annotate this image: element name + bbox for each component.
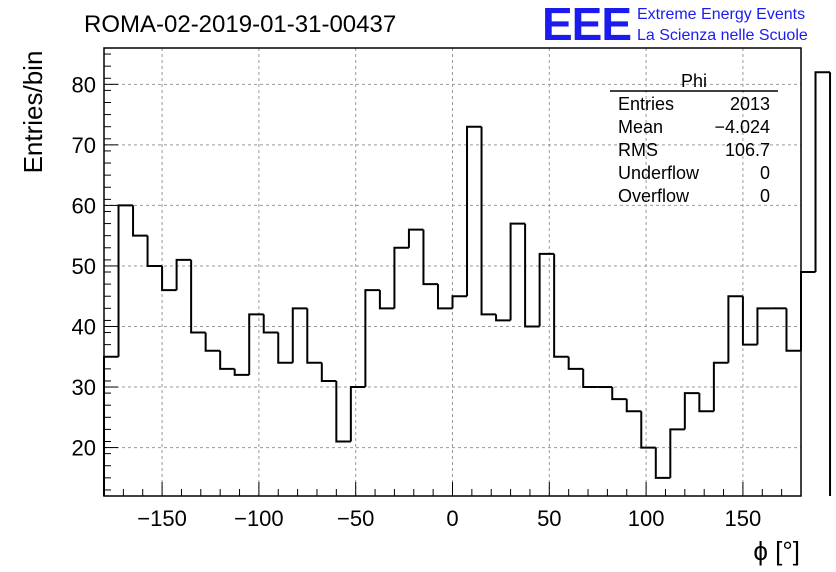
x-tick-label: −50 [337,506,374,531]
histogram-bin [582,368,598,389]
histogram-bin [407,228,424,248]
y-tick-label: 20 [72,436,96,461]
x-axis-title: ϕ [°] [753,536,800,566]
histogram-bin [741,296,758,346]
histogram-bin [262,314,279,334]
histogram-bin [698,393,714,413]
histogram-bin [436,284,453,310]
histogram-bin [553,253,569,358]
stats-box: Phi Entries 2013 Mean −4.024 RMS 106.7 U… [610,71,778,206]
grid-lines [104,48,801,496]
histogram-bin [480,126,497,316]
y-axis-title: Entries/bin [18,51,48,174]
stats-value-underflow: 0 [760,163,770,183]
histogram-bin [727,295,743,363]
histogram-bin [640,411,656,449]
histogram-bin [625,399,642,413]
histogram-bin [683,392,700,430]
histogram-bin [785,308,801,352]
y-tick-label: 50 [72,254,96,279]
histogram-bin [306,308,322,364]
stats-label-underflow: Underflow [618,163,700,183]
histogram-bin [466,125,482,297]
eee-logo: EEE Extreme Energy Events La Scienza nel… [542,0,808,50]
histogram-bin [277,332,293,364]
histogram-bin [393,246,409,309]
histogram-bin [117,204,134,357]
histogram-bin [190,259,206,334]
histogram-bin [538,252,555,327]
histogram-bin [712,361,729,412]
histogram-bin [248,313,264,375]
stats-value-overflow: 0 [760,186,770,206]
axes [103,47,802,497]
histogram-bin [756,307,772,345]
x-tick-label: 100 [628,506,665,531]
histogram-bin [495,314,511,322]
stats-label-entries: Entries [618,94,674,114]
histogram-bin [364,289,380,388]
x-tick-label: −100 [234,506,284,531]
histogram-bin [524,223,540,328]
stats-value-mean: −4.024 [714,117,770,137]
histogram-bin [611,387,627,401]
histogram-bin [291,307,308,363]
x-tick-label: 150 [725,506,762,531]
histogram-bin [814,71,831,272]
stats-title: Phi [681,71,707,91]
histogram-bin [161,265,177,292]
histogram-bin [654,447,671,479]
histogram-bin [103,355,119,496]
y-tick-label: 70 [72,133,96,158]
logo-line-1: Extreme Energy Events [637,6,805,23]
histogram-bin [669,428,685,478]
histogram-bin [335,380,351,443]
histogram-bin [320,362,337,382]
logo-mark: EEE [542,0,631,50]
histogram-bin [175,258,192,291]
histogram-bin [132,205,148,237]
histogram-bin [378,290,395,310]
histogram-bin [146,235,163,267]
y-tick-label: 30 [72,375,96,400]
stats-label-rms: RMS [618,140,658,160]
run-title: ROMA-02-2019-01-31-00437 [84,11,396,38]
histogram-bin [349,386,366,442]
stats-label-mean: Mean [618,117,663,137]
y-tick-label: 40 [72,314,96,339]
histogram-bin [219,350,235,370]
x-tick-label: −150 [137,506,187,531]
logo-line-2: La Scienza nelle Scuole [637,27,808,44]
histogram-bin [509,222,526,321]
y-tick-label: 80 [72,72,96,97]
tick-labels: −150 −100 −50 0 50 100 150 20 30 40 50 60 70 80 [72,72,762,531]
x-tick-label: 0 [446,506,458,531]
histogram-bin [800,271,816,351]
y-tick-label: 60 [72,193,96,218]
x-tick-label: 50 [537,506,561,531]
histogram-bin [204,332,221,352]
histogram-bin [451,295,468,309]
stats-value-rms: 106.7 [725,140,770,160]
histogram-bin [422,229,438,286]
histogram-bin [567,356,584,370]
stats-value-entries: 2013 [730,94,770,114]
stats-label-overflow: Overflow [618,186,690,206]
histogram-bin [233,368,250,376]
